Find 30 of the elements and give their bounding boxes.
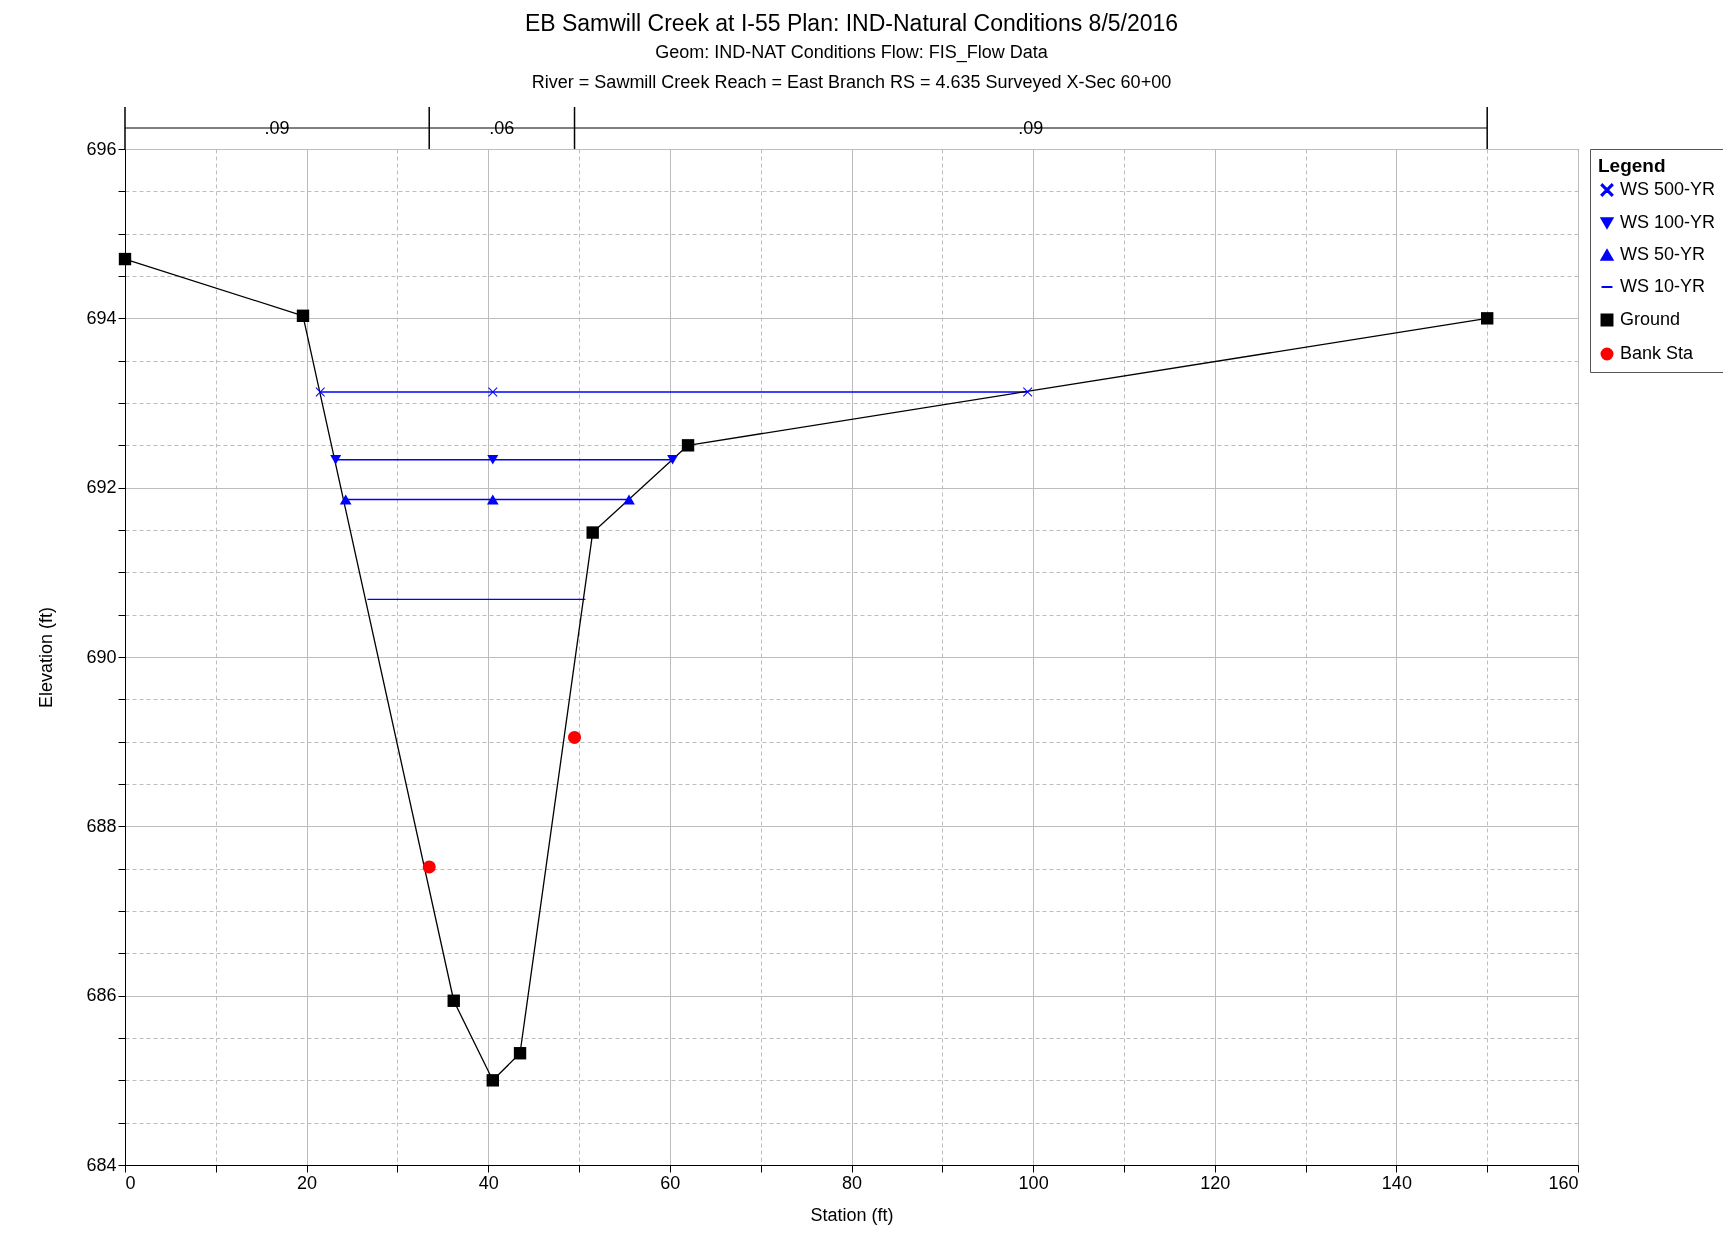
y-axis-title: Elevation (ft): [36, 606, 57, 709]
x-tick-label: 20: [297, 1172, 318, 1193]
legend-label: WS 50-YR: [1620, 244, 1706, 264]
y-tick-label: 688: [86, 815, 117, 836]
chart-subtitle: Geom: IND-NAT Conditions Flow: FIS_Flow Data River = Sawmill Creek Reach = East Branch RS = 4.635 Surveyed X-Sec 60+00: [531, 42, 1172, 93]
legend-label: WS 500-YR: [1620, 179, 1716, 199]
legend-label: WS 100-YR: [1620, 212, 1716, 232]
y-tick-label: 696: [86, 138, 117, 159]
legend-label: Bank Sta: [1620, 343, 1695, 363]
y-tick-label: 690: [86, 646, 117, 667]
text: .09: [1018, 118, 1044, 138]
x-tick-label: 60: [660, 1172, 681, 1193]
legend-label: WS 10-YR: [1620, 276, 1706, 296]
x-tick-label: 80: [841, 1172, 863, 1193]
x-tick-label: 40: [478, 1172, 499, 1193]
text: .09: [264, 118, 290, 138]
text: .06: [489, 118, 515, 138]
y-tick-label: 686: [86, 985, 117, 1006]
legend-title: Legend: [1598, 155, 1666, 176]
y-tick-label: 684: [86, 1154, 117, 1175]
x-tick-label: 100: [1018, 1172, 1049, 1193]
y-tick-label: 694: [86, 307, 117, 328]
x-tick-label: 140: [1381, 1172, 1412, 1193]
y-tick-label: 692: [86, 477, 117, 498]
x-axis-title: Station (ft): [810, 1204, 894, 1225]
x-tick-label: 0: [125, 1172, 136, 1193]
x-tick-label: 160: [1548, 1172, 1579, 1193]
chart-title: EB Samwill Creek at I-55 Plan: IND-Natural Conditions 8/5/2016: [524, 10, 1179, 37]
legend-label: Ground: [1620, 309, 1681, 329]
x-tick-label: 120: [1200, 1172, 1231, 1193]
